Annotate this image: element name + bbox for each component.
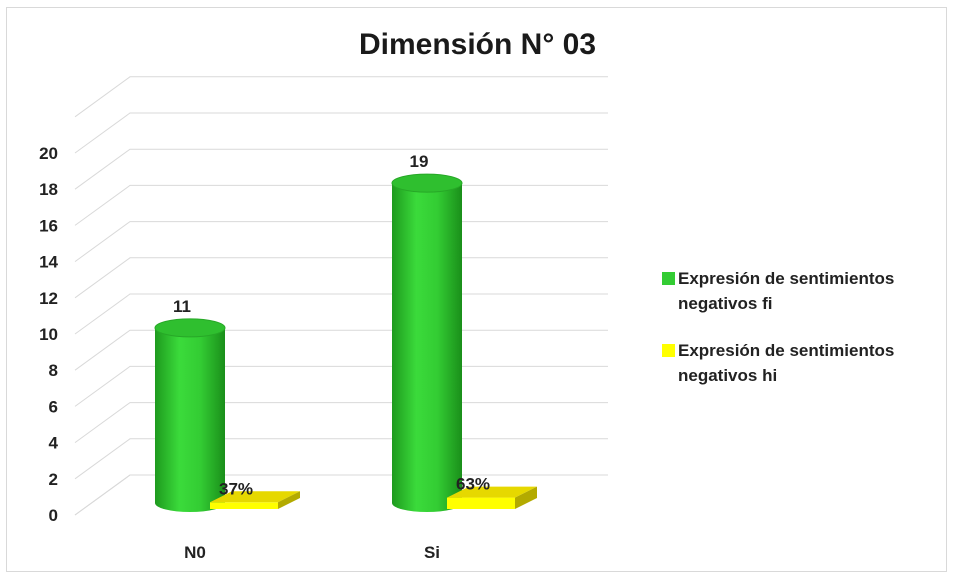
- y-tick-label: 8: [49, 361, 58, 380]
- y-tick-label: 10: [39, 325, 58, 344]
- bar-hi-Si: [447, 486, 537, 509]
- gridline: [74, 365, 608, 407]
- x-tick-label: Si: [424, 543, 440, 562]
- gridline: [74, 184, 608, 226]
- gridline: [74, 329, 608, 371]
- data-label-hi: 37%: [219, 479, 253, 498]
- y-tick-label: 2: [49, 470, 58, 489]
- legend-label-fi: Expresión de sentimientos negativos fi: [678, 269, 895, 313]
- chart-title: Dimensión N° 03: [358, 28, 597, 61]
- bar-fi-N0: [154, 318, 226, 512]
- bar-hi-side: [278, 491, 300, 509]
- bar-hi-top: [210, 491, 300, 503]
- legend-item-hi: Expresión de sentimientos negativos hi: [662, 338, 952, 388]
- gridline: [74, 76, 608, 118]
- gridline: [74, 221, 608, 263]
- bar-hi-N0: [210, 491, 300, 509]
- y-tick-label: 6: [49, 397, 58, 416]
- y-tick-label: 0: [49, 506, 58, 525]
- y-tick-label: 4: [49, 434, 59, 453]
- data-label-fi: 11: [173, 297, 191, 316]
- data-label-hi: 63%: [456, 475, 490, 494]
- legend-swatch-fi: [662, 272, 675, 285]
- bar-fi-body: [155, 327, 225, 512]
- bar-fi-cap: [154, 318, 226, 338]
- bar-hi-front: [447, 497, 515, 509]
- y-tick-label: 18: [39, 180, 58, 199]
- bar-fi-cap: [391, 173, 463, 193]
- x-tick-label: N0: [184, 543, 206, 562]
- bar-hi-front: [210, 502, 278, 509]
- gridline: [74, 402, 608, 444]
- legend-label-hi: Expresión de sentimientos negativos hi: [678, 341, 895, 385]
- legend-item-fi: Expresión de sentimientos negativos fi: [662, 266, 952, 316]
- gridline: [74, 438, 608, 480]
- bar-hi-side: [515, 486, 537, 509]
- gridline: [74, 148, 608, 190]
- y-tick-label: 16: [39, 216, 58, 235]
- legend-swatch-hi: [662, 344, 675, 357]
- data-label-fi: 19: [410, 152, 429, 171]
- bar-fi-Si: [391, 173, 463, 512]
- bar-hi-top: [447, 486, 537, 498]
- y-tick-label: 12: [39, 289, 58, 308]
- y-tick-label: 14: [39, 253, 58, 272]
- legend: Expresión de sentimientos negativos fi E…: [662, 266, 952, 410]
- gridline: [74, 112, 608, 154]
- y-tick-label: 20: [39, 144, 58, 163]
- gridline: [74, 257, 608, 299]
- bar-fi-body: [392, 183, 462, 512]
